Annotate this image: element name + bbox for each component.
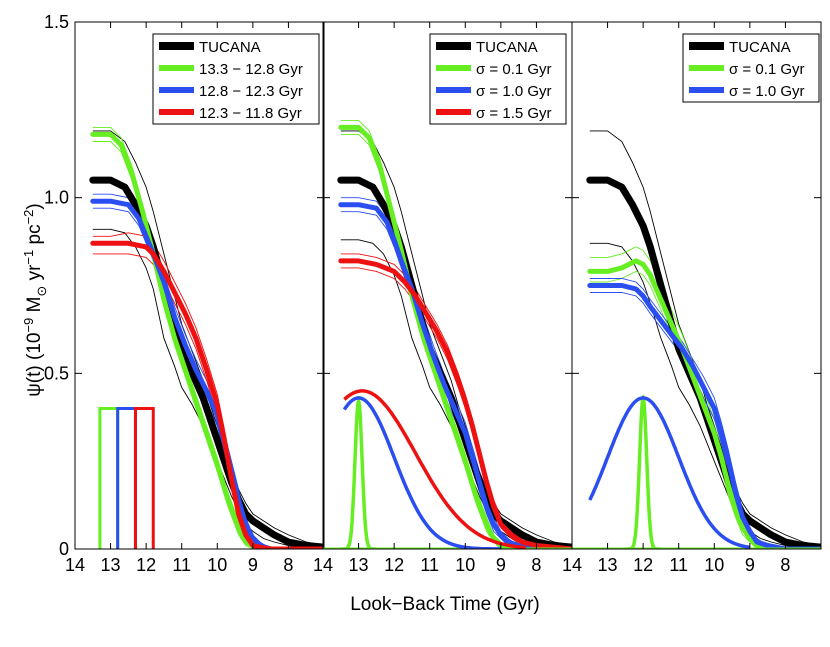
legend-label-right-0-1-gyr: σ = 0.1 Gyr <box>729 61 805 78</box>
boxcar-12-3-11-8-gyr <box>133 406 155 549</box>
plot-area-middle <box>323 119 572 549</box>
band-upper-middle-0-1-gyr <box>340 119 572 549</box>
y-label-pc: pc <box>24 224 45 249</box>
x-tick-label-right-8: 8 <box>780 555 790 575</box>
x-tick-label-middle-10: 10 <box>455 555 475 575</box>
plot-area-right <box>572 130 821 549</box>
y-label-exp2: −2 <box>21 210 36 225</box>
x-tick-label-middle-12: 12 <box>384 555 404 575</box>
gaussian-middle-1-5-gyr <box>343 389 527 549</box>
y-axis-label: ψ(t) (10−9 M⊙ yr−1 pc−2) <box>21 203 49 397</box>
series-line-right-1-0-gyr <box>587 283 821 549</box>
panel-right: 14 13 12 11 10 9 8 TUCANA σ = 0.1 Gyr σ = 1.0 Gyr <box>562 21 822 575</box>
y-label-exp1: −1 <box>21 250 36 265</box>
y-label-exp9: −9 <box>21 318 36 333</box>
panel-left: 14 13 12 11 10 9 8 0 0.5 1.0 1.5 TUCANA 13.3 − 12.8 … <box>44 12 325 575</box>
legend-label-left-tucana: TUCANA <box>199 39 261 56</box>
y-label-yr: yr <box>24 264 45 286</box>
x-tick-label-left-13: 13 <box>101 555 121 575</box>
y-tick-label-0: 0 <box>59 539 69 559</box>
legend-label-middle-tucana: TUCANA <box>476 39 538 56</box>
legend-label-left-12-8-12-3-gyr: 12.8 − 12.3 Gyr <box>199 83 303 100</box>
series-line-middle-1-0-gyr <box>338 202 572 549</box>
x-tick-label-left-9: 9 <box>248 555 258 575</box>
series-line-right-0-1-gyr <box>587 258 821 549</box>
panel-frame-left <box>74 21 325 550</box>
x-tick-label-left-12: 12 <box>136 555 156 575</box>
x-tick-label-left-11: 11 <box>172 555 191 575</box>
series-line-left-12-3-11-8-gyr <box>90 240 324 549</box>
gaussian-right-1-0-gyr <box>588 396 751 549</box>
panel-middle: 14 13 12 11 10 9 8 TUCANA σ = 0.1 Gyr σ = 1.0 Gyr… <box>313 21 573 575</box>
x-tick-label-middle-8: 8 <box>531 555 541 575</box>
y-label-m: M <box>24 297 45 318</box>
x-tick-label-left-10: 10 <box>207 555 227 575</box>
band-upper-middle-tucana <box>340 130 572 546</box>
x-tick-label-right-12: 12 <box>633 555 653 575</box>
band-lower-left-12-3-11-8-gyr <box>92 253 324 549</box>
y-tick-label-2: 1.0 <box>44 188 69 208</box>
y-tick-label-1: 0.5 <box>44 363 69 383</box>
x-axis-label: Look−Back Time (Gyr) <box>350 594 540 615</box>
gaussian-right-0-1-gyr <box>625 393 661 549</box>
x-tick-label-right-9: 9 <box>745 555 755 575</box>
y-label-close: ) <box>24 203 45 209</box>
x-tick-label-middle-11: 11 <box>420 555 439 575</box>
boxcar-12-8-12-3-gyr <box>116 406 137 549</box>
legend-label-right-1-0-gyr: σ = 1.0 Gyr <box>729 83 805 100</box>
legend-label-left-13-3-12-8-gyr: 13.3 − 12.8 Gyr <box>199 61 303 78</box>
gaussian-middle-1-0-gyr <box>342 396 501 549</box>
x-tick-label-right-14: 14 <box>562 555 582 575</box>
y-tick-label-3: 1.5 <box>44 12 69 32</box>
boxcar-13-3-12-8-gyr <box>98 406 120 549</box>
y-label-psi: ψ(t) (10 <box>24 333 45 397</box>
x-tick-label-right-10: 10 <box>704 555 724 575</box>
series-line-middle-0-1-gyr <box>338 124 572 549</box>
x-tick-label-middle-13: 13 <box>349 555 369 575</box>
panels: 14 13 12 11 10 9 8 0 0.5 1.0 1.5 TUCANA 13.3 − 12.8 … <box>44 12 822 575</box>
legend-middle: TUCANA σ = 0.1 Gyr σ = 1.0 Gyr σ = 1.5 Gyr <box>429 33 567 125</box>
x-tick-label-left-14: 14 <box>65 555 85 575</box>
legend-left: TUCANA 13.3 − 12.8 Gyr 12.8 − 12.3 Gyr 12.3… <box>152 33 320 125</box>
legend-label-middle-0-1-gyr: σ = 0.1 Gyr <box>476 61 552 78</box>
legend-label-left-12-3-11-8-gyr: 12.3 − 11.8 Gyr <box>199 105 302 122</box>
x-tick-label-middle-9: 9 <box>496 555 506 575</box>
series-line-middle-tucana <box>337 176 572 549</box>
series-line-middle-1-5-gyr <box>338 258 572 549</box>
panel-frame-right <box>571 21 822 550</box>
legend-label-middle-1-5-gyr: σ = 1.5 Gyr <box>476 105 552 122</box>
legend-label-right-tucana: TUCANA <box>729 39 791 56</box>
series-line-right-tucana <box>586 176 821 549</box>
legend-label-middle-1-0-gyr: σ = 1.0 Gyr <box>476 83 552 100</box>
gaussian-middle-0-1-gyr <box>340 397 377 549</box>
x-tick-label-right-13: 13 <box>598 555 618 575</box>
legend-right: TUCANA σ = 0.1 Gyr σ = 1.0 Gyr <box>682 33 820 103</box>
x-tick-label-middle-14: 14 <box>313 555 333 575</box>
y-label-sun: ⊙ <box>34 286 49 297</box>
plot-area-left <box>89 126 324 549</box>
x-tick-label-right-11: 11 <box>669 555 688 575</box>
x-tick-label-left-8: 8 <box>283 555 293 575</box>
series-line-left-tucana <box>89 176 324 549</box>
series-line-left-12-8-12-3-gyr <box>90 198 324 549</box>
band-lower-right-tucana <box>589 242 821 549</box>
